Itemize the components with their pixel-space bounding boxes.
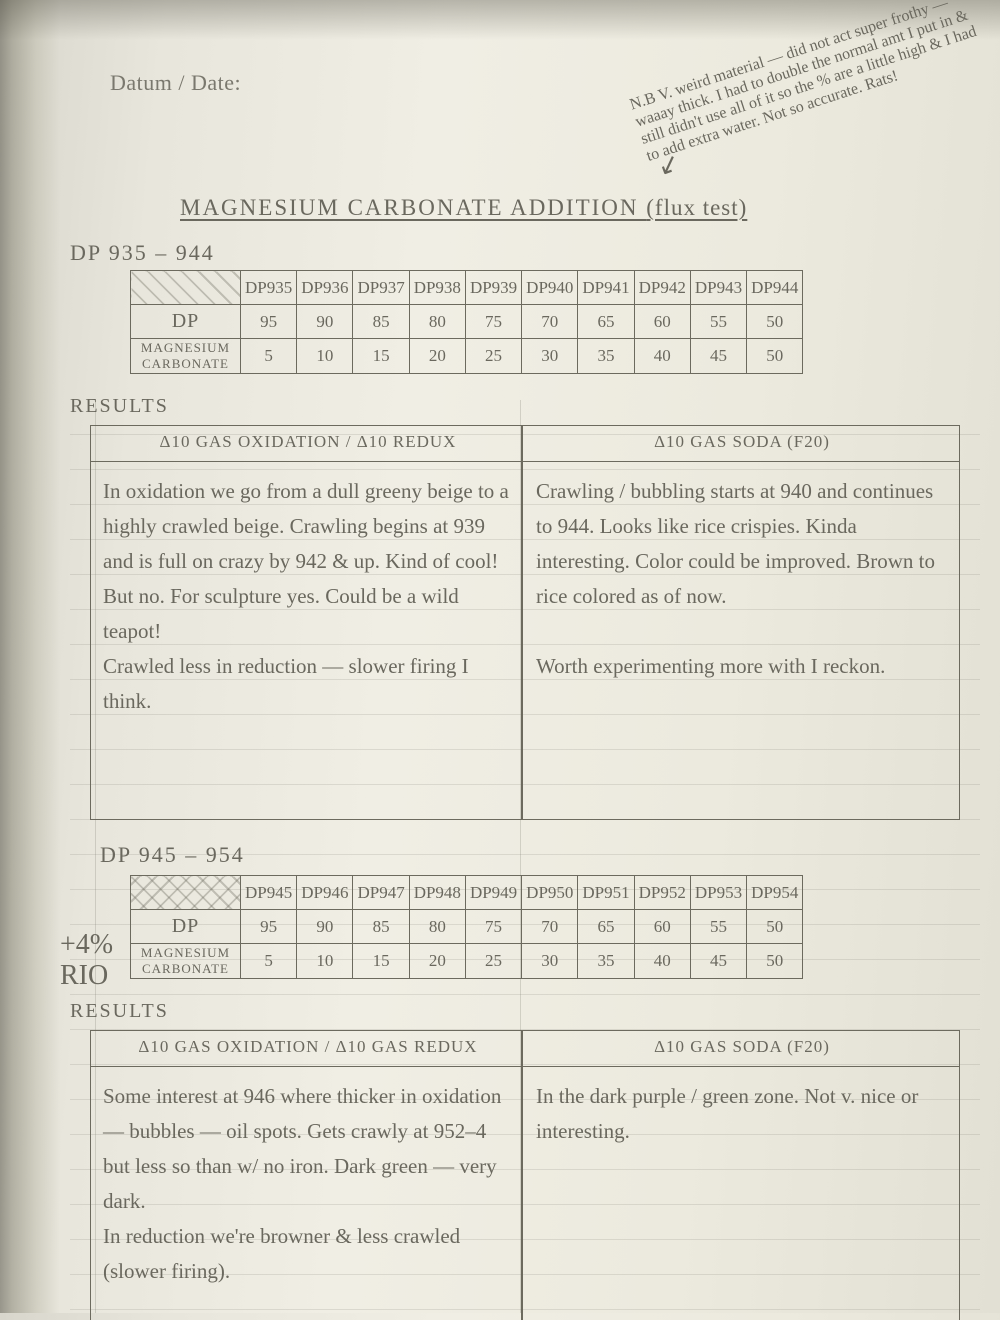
t2-r0-label: DP <box>131 910 241 944</box>
table-2-row-dp: DP 95 90 85 80 75 70 65 60 55 50 <box>131 910 803 944</box>
notebook-binding <box>0 0 60 1313</box>
res2-divider <box>521 1031 523 1320</box>
res1-head-left: Δ10 GAS OXIDATION / Δ10 REDUX <box>91 426 525 461</box>
t2-id-2: DP947 <box>353 876 409 910</box>
title-main: MAGNESIUM CARBONATE ADDITION <box>180 195 639 220</box>
range-2: DP 945 – 954 <box>100 842 245 868</box>
table-2-row-mg: MAGNESIUM CARBONATE 5 10 15 20 25 30 35 … <box>131 944 803 979</box>
title-paren: (flux test) <box>646 195 747 220</box>
t1-id-3: DP938 <box>409 271 465 305</box>
t1-id-8: DP943 <box>690 271 746 305</box>
res1-divider <box>521 426 523 819</box>
t1-id-4: DP939 <box>465 271 521 305</box>
page-title: MAGNESIUM CARBONATE ADDITION (flux test) <box>180 195 747 221</box>
t2-id-6: DP951 <box>578 876 634 910</box>
range-1: DP 935 – 944 <box>70 240 215 266</box>
results-label-1: RESULTS <box>70 395 169 418</box>
rio-label: +4%RIO <box>60 930 113 992</box>
t2-id-8: DP953 <box>690 876 746 910</box>
table-1-corner <box>131 271 241 305</box>
res2-head-right: Δ10 GAS SODA (F20) <box>525 1031 959 1066</box>
results-box-1: Δ10 GAS OXIDATION / Δ10 REDUX Δ10 GAS SO… <box>90 425 960 820</box>
t2-id-0: DP945 <box>241 876 297 910</box>
t1-r0-label: DP <box>131 305 241 339</box>
results-label-2: RESULTS <box>70 1000 169 1023</box>
date-label: Datum / Date: <box>110 70 241 96</box>
table-2-header: DP945 DP946 DP947 DP948 DP949 DP950 DP95… <box>131 876 803 910</box>
res2-header: Δ10 GAS OXIDATION / Δ10 GAS REDUX Δ10 GA… <box>91 1031 959 1067</box>
res1-header: Δ10 GAS OXIDATION / Δ10 REDUX Δ10 GAS SO… <box>91 426 959 462</box>
t2-id-9: DP954 <box>747 876 803 910</box>
t2-id-7: DP952 <box>634 876 690 910</box>
res2-notes-left: Some interest at 946 where thicker in ox… <box>103 1079 513 1289</box>
res1-notes-right: Crawling / bubbling starts at 940 and co… <box>536 474 951 684</box>
table-1-row-mg: MAGNESIUM CARBONATE 5 10 15 20 25 30 35 … <box>131 339 803 374</box>
t1-id-6: DP941 <box>578 271 634 305</box>
t2-r1-label: MAGNESIUM CARBONATE <box>131 944 241 979</box>
t1-id-7: DP942 <box>634 271 690 305</box>
table-2: DP945 DP946 DP947 DP948 DP949 DP950 DP95… <box>130 875 803 979</box>
t1-id-2: DP937 <box>353 271 409 305</box>
t1-id-0: DP935 <box>241 271 297 305</box>
results-box-2: Δ10 GAS OXIDATION / Δ10 GAS REDUX Δ10 GA… <box>90 1030 960 1320</box>
t1-id-1: DP936 <box>297 271 353 305</box>
t2-id-5: DP950 <box>522 876 578 910</box>
res2-head-left: Δ10 GAS OXIDATION / Δ10 GAS REDUX <box>91 1031 525 1066</box>
table-2-corner <box>131 876 241 910</box>
table-1: DP935 DP936 DP937 DP938 DP939 DP940 DP94… <box>130 270 803 374</box>
res1-notes-left: In oxidation we go from a dull greeny be… <box>103 474 513 719</box>
t2-id-1: DP946 <box>297 876 353 910</box>
t1-r1-label: MAGNESIUM CARBONATE <box>131 339 241 374</box>
t2-id-4: DP949 <box>465 876 521 910</box>
t1-id-5: DP940 <box>522 271 578 305</box>
res2-notes-right: In the dark purple / green zone. Not v. … <box>536 1079 951 1149</box>
table-1-header: DP935 DP936 DP937 DP938 DP939 DP940 DP94… <box>131 271 803 305</box>
table-1-row-dp: DP 95 90 85 80 75 70 65 60 55 50 <box>131 305 803 339</box>
res1-head-right: Δ10 GAS SODA (F20) <box>525 426 959 461</box>
t1-id-9: DP944 <box>747 271 803 305</box>
t2-id-3: DP948 <box>409 876 465 910</box>
